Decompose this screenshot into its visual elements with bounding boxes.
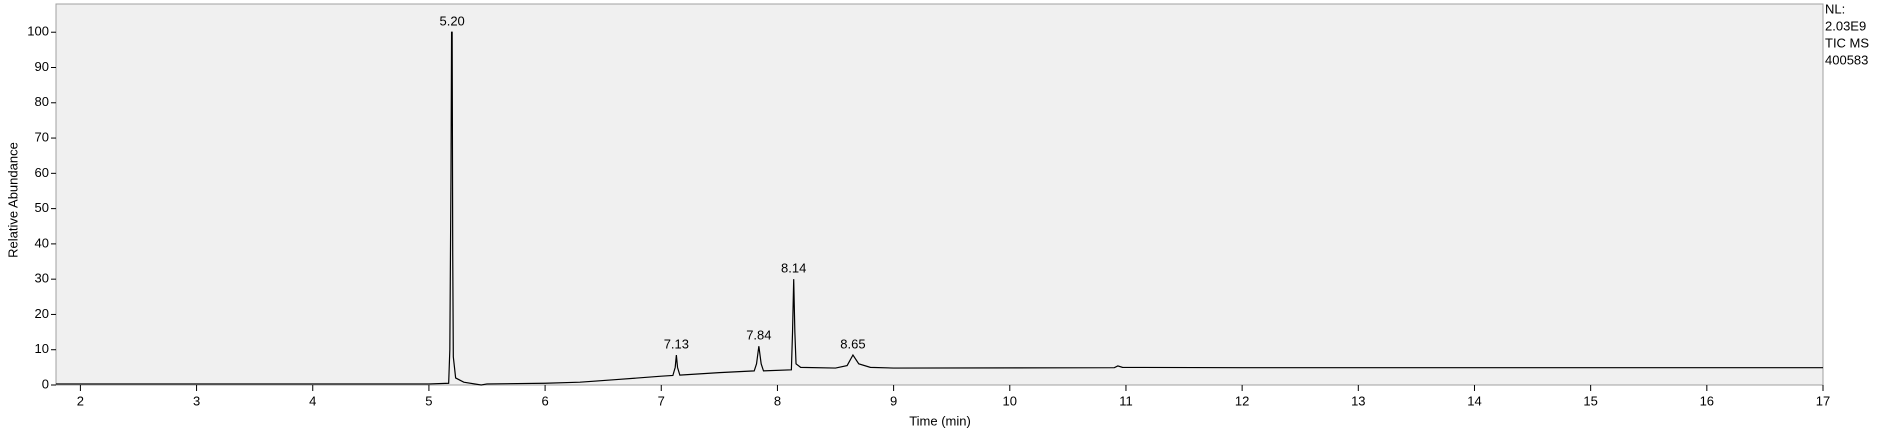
x-tick-label: 6 bbox=[541, 393, 548, 408]
y-tick-label: 90 bbox=[35, 59, 49, 74]
x-tick-label: 17 bbox=[1816, 393, 1830, 408]
y-tick-label: 0 bbox=[42, 376, 49, 391]
x-tick-label: 2 bbox=[77, 393, 84, 408]
y-tick-label: 20 bbox=[35, 306, 49, 321]
x-axis-label: Time (min) bbox=[909, 413, 971, 428]
trace bbox=[56, 31, 1823, 386]
x-tick-label: 16 bbox=[1700, 393, 1714, 408]
x-tick-label: 3 bbox=[193, 393, 200, 408]
y-tick-label: 70 bbox=[35, 129, 49, 144]
y-axis-label: Relative Abundance bbox=[5, 142, 20, 258]
peak-label: 5.20 bbox=[439, 14, 464, 29]
x-tick-label: 7 bbox=[658, 393, 665, 408]
x-tick-label: 11 bbox=[1119, 393, 1133, 408]
x-tick-label: 9 bbox=[890, 393, 897, 408]
x-tick-label: 14 bbox=[1467, 393, 1481, 408]
y-tick-label: 30 bbox=[35, 271, 49, 286]
peak-label: 7.13 bbox=[664, 336, 689, 351]
peak-label: 8.65 bbox=[840, 336, 865, 351]
peak-label: 8.14 bbox=[781, 261, 806, 276]
info-text: 400583 bbox=[1825, 52, 1868, 67]
y-tick-label: 60 bbox=[35, 165, 49, 180]
peak-label: 7.84 bbox=[746, 328, 771, 343]
y-tick-label: 40 bbox=[35, 235, 49, 250]
x-tick-label: 4 bbox=[309, 393, 316, 408]
y-tick-label: 50 bbox=[35, 200, 49, 215]
x-tick-label: 10 bbox=[1003, 393, 1017, 408]
y-tick-label: 100 bbox=[27, 24, 49, 39]
y-tick-label: 80 bbox=[35, 94, 49, 109]
x-tick-label: 5 bbox=[425, 393, 432, 408]
x-tick-label: 8 bbox=[774, 393, 781, 408]
plot-area bbox=[55, 3, 1824, 386]
x-tick-label: 12 bbox=[1235, 393, 1249, 408]
x-tick-label: 13 bbox=[1351, 393, 1365, 408]
y-tick-label: 10 bbox=[35, 341, 49, 356]
x-tick-label: 15 bbox=[1583, 393, 1597, 408]
info-text: 2.03E9 bbox=[1825, 18, 1866, 33]
info-text: NL: bbox=[1825, 1, 1845, 16]
info-text: TIC MS bbox=[1825, 35, 1869, 50]
